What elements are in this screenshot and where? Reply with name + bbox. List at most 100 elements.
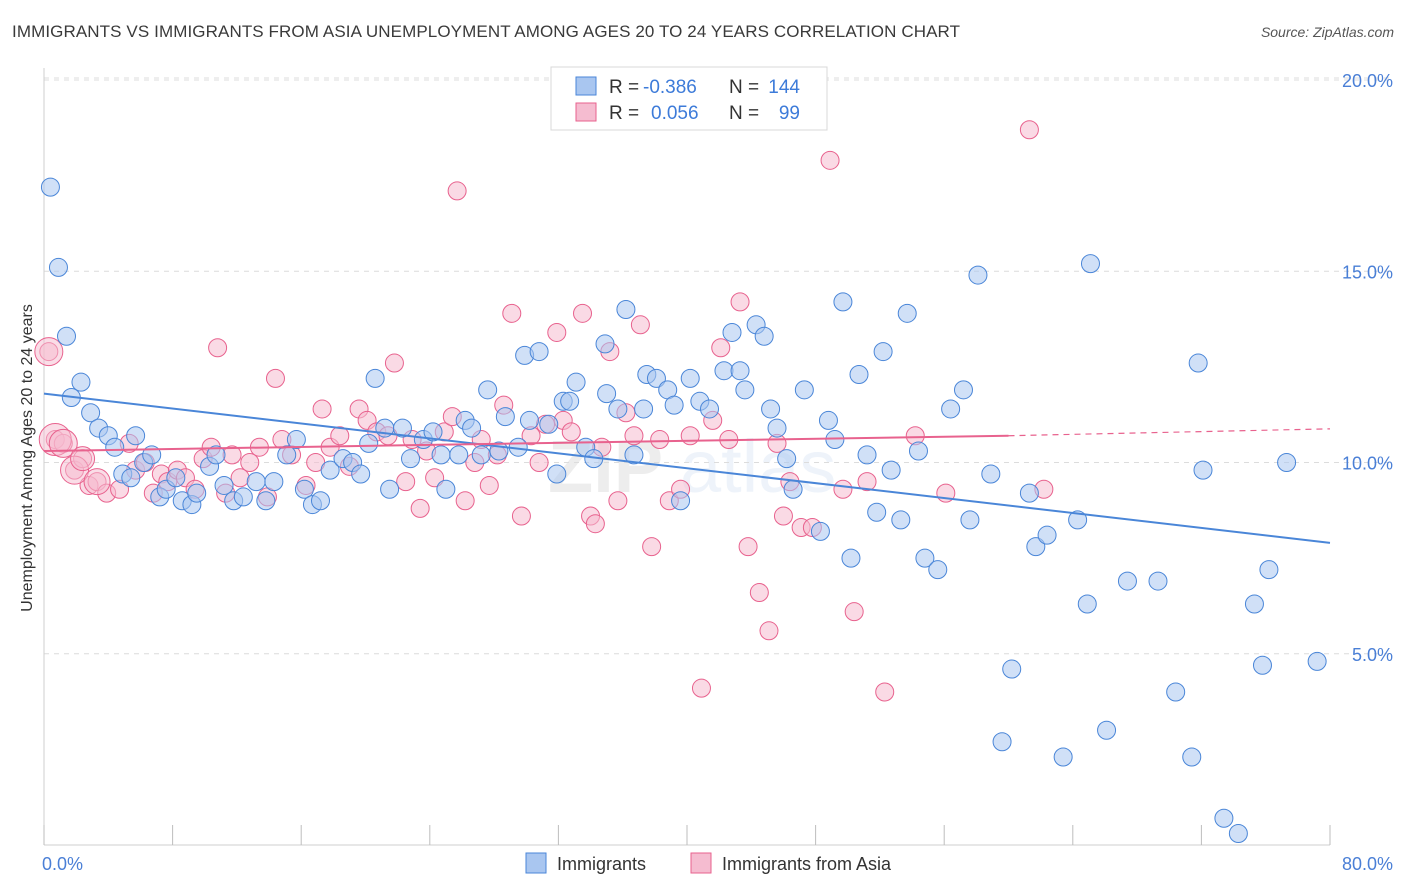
immigrants-point-112 [1019, 483, 1039, 503]
immigrants-point-5 [81, 403, 101, 423]
immigrants-point-70 [634, 399, 654, 419]
asia-point-68 [608, 491, 628, 511]
immigrants-point-120 [1117, 571, 1137, 591]
immigrants-point-0 [40, 177, 60, 197]
y-axis-label: Unemployment Among Ages 20 to 24 years [19, 304, 36, 612]
immigrants-point-1 [48, 257, 68, 277]
legend-top: R = -0.386 N = 144 R = 0.056 N = 99 [550, 66, 828, 131]
immigrants-point-116 [1068, 510, 1088, 530]
immigrants-point-21 [206, 445, 226, 465]
immigrants-point-57 [529, 342, 549, 362]
asia-point-71 [630, 315, 650, 335]
immigrants-point-93 [833, 292, 853, 312]
immigrants-point-95 [849, 365, 869, 385]
y-tick-label-15: 15.0% [1342, 262, 1393, 282]
bottom-legend-label-immigrants: Immigrants [557, 854, 646, 874]
immigrants-point-24 [233, 487, 253, 507]
immigrants-point-76 [680, 368, 700, 388]
immigrants-point-69 [624, 445, 644, 465]
legend-n-value-2: 99 [779, 103, 800, 124]
immigrants-point-131 [1277, 453, 1297, 472]
immigrants-point-42 [401, 449, 421, 469]
asia-point-79 [711, 338, 731, 358]
immigrants-point-22 [214, 475, 234, 495]
asia-point-58 [529, 453, 549, 472]
x-tick-label-min: 0.0% [42, 854, 83, 874]
y-tick-label-5: 5.0% [1352, 645, 1393, 665]
trend-lines [43, 392, 1331, 544]
immigrants-point-49 [462, 418, 482, 438]
immigrants-point-51 [478, 380, 498, 400]
immigrants-point-91 [818, 410, 838, 430]
asia-point-56 [511, 506, 531, 526]
trend-line-immigrants [43, 392, 1331, 544]
trend-line-asia-extension [1008, 428, 1331, 437]
series-immigrants-points [40, 177, 1327, 844]
immigrants-point-97 [867, 502, 887, 522]
y-tick-labels: 5.0% 10.0% 15.0% 20.0% [1342, 71, 1393, 665]
immigrants-point-96 [857, 445, 877, 465]
immigrants-point-125 [1193, 460, 1213, 480]
asia-point-91 [833, 479, 853, 499]
asia-point-92 [844, 602, 864, 622]
immigrants-point-28 [277, 445, 297, 465]
asia-point-43 [410, 498, 430, 518]
immigrants-point-19 [187, 483, 207, 503]
immigrants-point-81 [730, 361, 750, 381]
immigrants-point-37 [359, 433, 379, 453]
immigrants-point-67 [608, 399, 628, 419]
immigrants-point-109 [981, 464, 1001, 484]
immigrants-point-16 [166, 468, 186, 488]
trend-line-asia [43, 434, 1009, 453]
asia-point-32 [312, 399, 332, 419]
immigrants-point-65 [595, 334, 615, 354]
asia-point-86 [773, 506, 793, 526]
asia-point-55 [502, 303, 522, 323]
legend-swatch-asia [575, 102, 597, 122]
asia-point-41 [396, 472, 416, 492]
immigrants-point-105 [941, 399, 961, 419]
immigrants-point-32 [310, 491, 330, 511]
immigrants-point-2 [57, 326, 77, 346]
immigrants-point-59 [547, 464, 567, 484]
asia-point-81 [730, 292, 750, 312]
legend-n-label-1: N = [729, 77, 759, 98]
y-tick-label-20: 20.0% [1342, 71, 1393, 91]
immigrants-point-82 [735, 380, 755, 400]
immigrants-point-84 [754, 326, 774, 346]
immigrants-point-90 [810, 521, 830, 541]
immigrants-point-87 [777, 449, 797, 469]
immigrants-point-127 [1228, 824, 1248, 844]
immigrants-point-79 [714, 361, 734, 381]
immigrants-point-53 [495, 407, 515, 427]
asia-point-83 [749, 583, 769, 603]
legend-n-label-2: N = [729, 103, 759, 124]
immigrants-point-122 [1166, 682, 1186, 702]
immigrants-point-100 [891, 510, 911, 530]
immigrants-point-129 [1252, 655, 1272, 675]
immigrants-point-107 [960, 510, 980, 530]
immigrants-point-4 [71, 372, 91, 392]
immigrants-point-124 [1188, 353, 1208, 373]
immigrants-point-46 [436, 479, 456, 499]
immigrants-point-119 [1097, 720, 1117, 740]
asia-point-40 [384, 353, 404, 373]
immigrants-point-30 [294, 479, 314, 499]
bottom-legend-swatch-asia [690, 852, 712, 874]
immigrants-point-47 [449, 445, 469, 465]
immigrants-point-106 [953, 380, 973, 400]
asia-point-24 [240, 453, 260, 472]
asia-large-point-0 [34, 337, 64, 367]
immigrants-point-115 [1053, 747, 1073, 767]
immigrants-point-68 [616, 300, 636, 319]
legend-r-value-2: 0.056 [651, 103, 699, 124]
immigrants-point-33 [320, 460, 340, 480]
asia-point-84 [759, 621, 779, 641]
immigrants-point-108 [968, 265, 988, 285]
watermark-atlas: atlas [680, 425, 836, 508]
immigrants-point-75 [671, 491, 691, 511]
immigrants-point-94 [841, 548, 861, 568]
bottom-legend-label-asia: Immigrants from Asia [722, 854, 892, 874]
immigrants-point-85 [761, 399, 781, 419]
asia-large-point-5 [83, 468, 111, 496]
